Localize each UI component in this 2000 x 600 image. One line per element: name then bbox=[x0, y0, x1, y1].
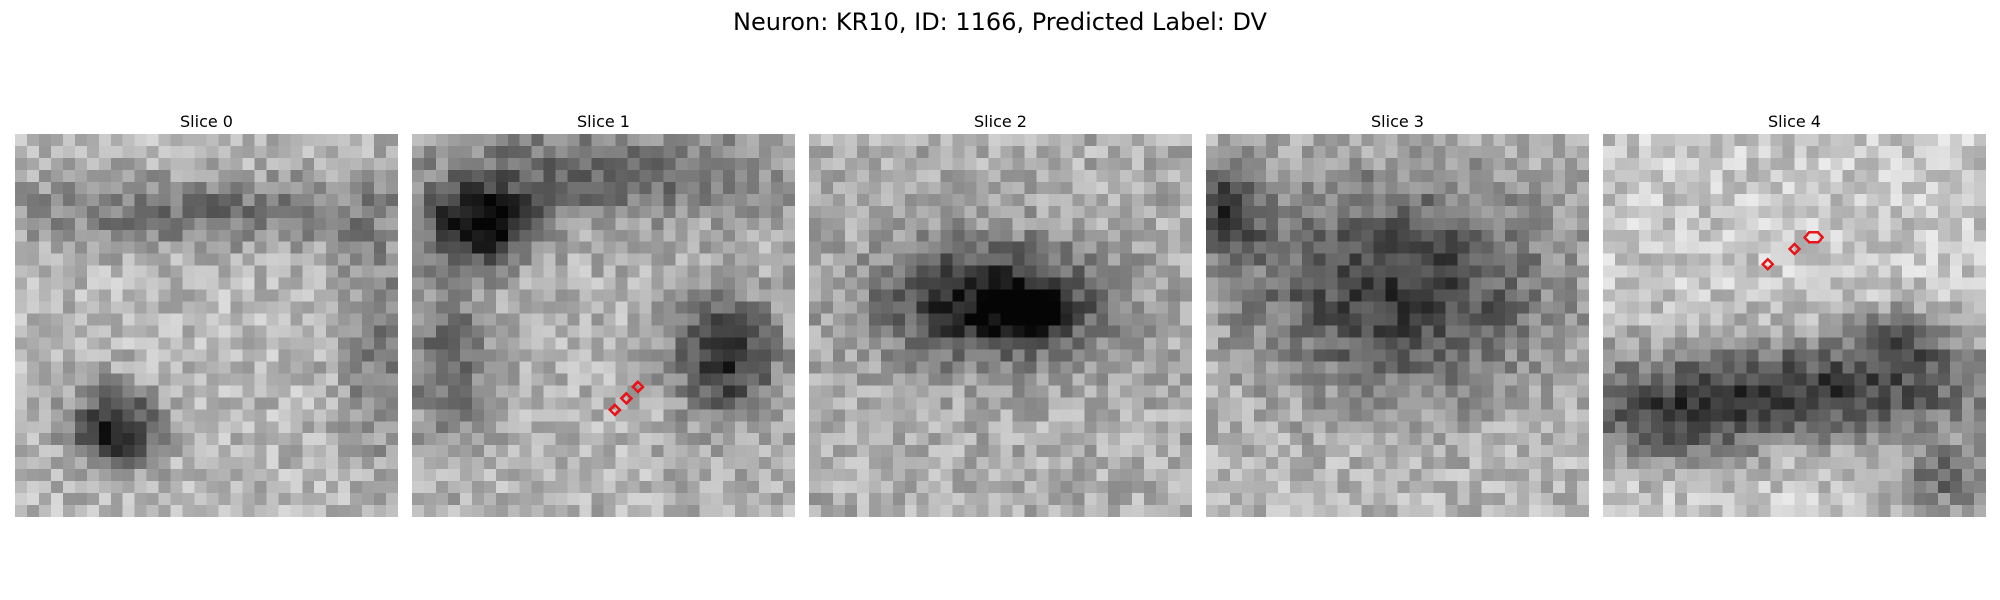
slice-image bbox=[1206, 134, 1589, 517]
panel-title: Slice 0 bbox=[180, 112, 233, 131]
roi-marker bbox=[1802, 231, 1825, 244]
panel-slice-2: Slice 2 bbox=[809, 110, 1192, 517]
slice-image bbox=[1603, 134, 1986, 517]
roi-marker bbox=[631, 380, 645, 394]
panel-slice-1: Slice 1 bbox=[412, 110, 795, 517]
figure-title: Neuron: KR10, ID: 1166, Predicted Label:… bbox=[733, 8, 1267, 36]
panel-title: Slice 3 bbox=[1371, 112, 1424, 131]
panel-title: Slice 4 bbox=[1768, 112, 1821, 131]
panel-slice-4: Slice 4 bbox=[1603, 110, 1986, 517]
panel-title: Slice 1 bbox=[577, 112, 630, 131]
panel-title: Slice 2 bbox=[974, 112, 1027, 131]
panel-slice-0: Slice 0 bbox=[15, 110, 398, 517]
slice-image bbox=[15, 134, 398, 517]
slice-image bbox=[412, 134, 795, 517]
slice-image bbox=[809, 134, 1192, 517]
roi-marker bbox=[1787, 242, 1802, 256]
roi-marker bbox=[1760, 257, 1775, 271]
roi-marker bbox=[619, 391, 634, 406]
panel-slice-3: Slice 3 bbox=[1206, 110, 1589, 517]
roi-marker bbox=[608, 402, 622, 417]
